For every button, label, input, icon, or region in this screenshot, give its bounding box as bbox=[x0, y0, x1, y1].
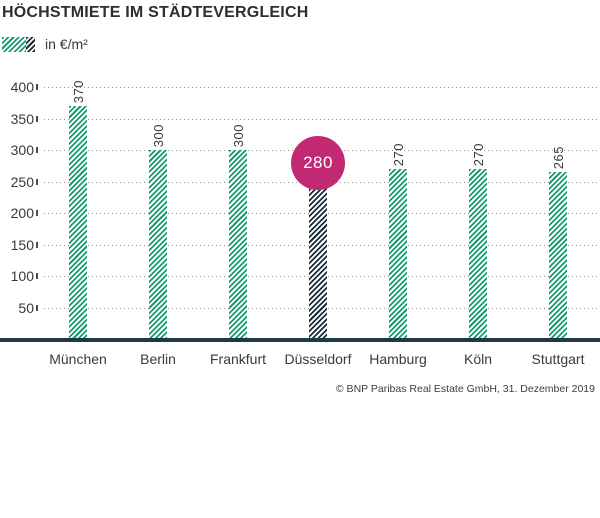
y-axis-label: 300 bbox=[10, 142, 34, 158]
y-axis-label: 400 bbox=[10, 79, 34, 95]
bar-hamburg bbox=[389, 169, 407, 339]
x-axis-label-münchen: München bbox=[49, 351, 107, 367]
gridline bbox=[44, 87, 600, 88]
y-axis-tick bbox=[36, 84, 38, 90]
bar-frankfurt bbox=[229, 150, 247, 339]
bar-düsseldorf bbox=[309, 163, 327, 339]
bar-value-label: 265 bbox=[551, 145, 566, 169]
x-axis-baseline bbox=[0, 338, 600, 342]
x-axis-label-hamburg: Hamburg bbox=[369, 351, 427, 367]
y-axis-label: 50 bbox=[18, 300, 34, 316]
x-axis-label-frankfurt: Frankfurt bbox=[209, 351, 267, 367]
y-axis-tick bbox=[36, 273, 38, 279]
bar-stuttgart bbox=[549, 172, 567, 339]
legend-label: in €/m² bbox=[45, 36, 88, 52]
gridline bbox=[44, 119, 600, 120]
source-attribution: © BNP Paribas Real Estate GmbH, 31. Deze… bbox=[335, 383, 595, 395]
highlight-badge: 280 bbox=[291, 136, 345, 190]
y-axis-label: 150 bbox=[10, 237, 34, 253]
y-axis-label: 250 bbox=[10, 174, 34, 190]
y-axis-label: 350 bbox=[10, 111, 34, 127]
bar-value-label: 370 bbox=[71, 79, 86, 103]
y-axis-tick bbox=[36, 179, 38, 185]
bar-value-label: 300 bbox=[231, 123, 246, 147]
bar-value-label: 270 bbox=[391, 142, 406, 166]
y-axis-tick bbox=[36, 147, 38, 153]
legend: in €/m² bbox=[2, 36, 88, 52]
x-axis-label-stuttgart: Stuttgart bbox=[531, 351, 585, 367]
bar-value-label: 300 bbox=[151, 123, 166, 147]
y-axis-tick bbox=[36, 210, 38, 216]
x-axis-label-düsseldorf: Düsseldorf bbox=[284, 351, 352, 367]
y-axis-tick bbox=[36, 116, 38, 122]
chart-title: HÖCHSTMIETE IM STÄDTEVERGLEICH bbox=[2, 4, 309, 21]
x-axis-label-köln: Köln bbox=[463, 351, 493, 367]
y-axis-tick bbox=[36, 242, 38, 248]
bar-berlin bbox=[149, 150, 167, 339]
x-axis-label-berlin: Berlin bbox=[140, 351, 176, 367]
bar-value-label: 270 bbox=[471, 142, 486, 166]
bar-münchen bbox=[69, 106, 87, 339]
y-axis-tick bbox=[36, 305, 38, 311]
y-axis-label: 100 bbox=[10, 268, 34, 284]
y-axis-label: 200 bbox=[10, 205, 34, 221]
bar-köln bbox=[469, 169, 487, 339]
legend-striped-swatch-icon bbox=[2, 36, 35, 52]
